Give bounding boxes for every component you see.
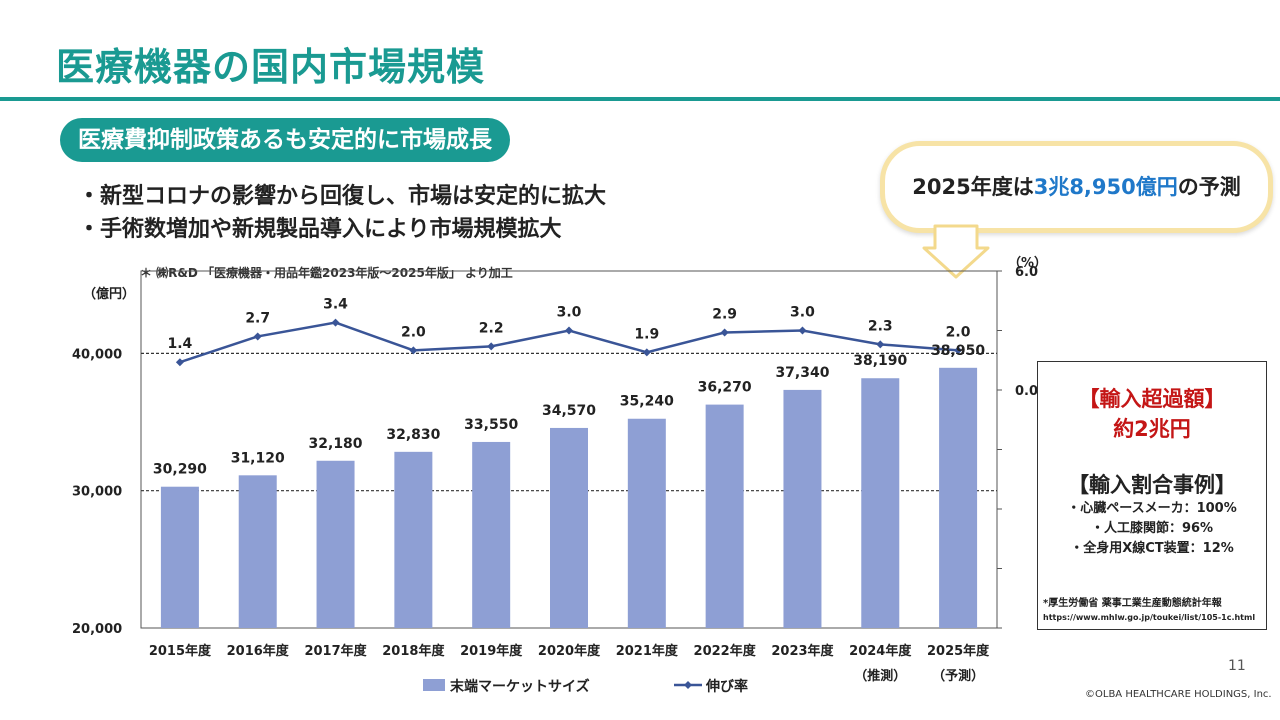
right-axis-tick-label: 6.0 — [1015, 265, 1038, 280]
import-source-text: *厚生労働省 薬事工業生産動態統計年報 — [1043, 598, 1222, 609]
growth-rate-label: 2.9 — [712, 306, 737, 322]
growth-rate-point — [720, 328, 729, 337]
source-note: ＊ ㈱R&D 「医療機器・用品年鑑2023年版～2025年版」 より加工 — [140, 266, 513, 280]
growth-rate-label: 3.4 — [323, 297, 348, 313]
right-axis-unit: （%） — [1008, 255, 1047, 271]
bar — [939, 367, 978, 628]
x-axis-label: 2025年度 — [927, 643, 990, 659]
callout-prefix: 2025年度は — [912, 175, 1034, 199]
growth-rate-label: 1.9 — [634, 326, 659, 342]
import-info-box: 【輸入超過額】 約2兆円 【輸入割合事例】 ・心臓ペースメーカ：100% ・人工… — [1037, 361, 1267, 630]
growth-rate-point — [331, 318, 340, 327]
growth-rate-label: 2.0 — [946, 324, 971, 340]
copyright: ©OLBA HEALTHCARE HOLDINGS, Inc. — [1085, 689, 1272, 700]
down-arrow-icon — [922, 224, 990, 279]
bar-value-label: 32,830 — [386, 427, 440, 443]
growth-rate-point — [409, 346, 418, 355]
bar-value-label: 34,570 — [542, 403, 596, 419]
import-source-note: *厚生労働省 薬事工業生産動態統計年報 https://www.mhlw.go.… — [1043, 597, 1255, 625]
left-axis-tick-label: 40,000 — [72, 347, 122, 362]
x-axis-label: 2020年度 — [538, 643, 601, 659]
bar — [783, 389, 822, 628]
import-example: ・心臓ペースメーカ：100% — [1067, 501, 1237, 516]
bar — [394, 451, 433, 628]
legend-bar-swatch — [423, 679, 445, 691]
bar-value-label: 38,190 — [853, 353, 907, 369]
growth-rate-label: 1.4 — [168, 336, 193, 352]
bar — [160, 486, 199, 628]
growth-rate-label: 3.0 — [557, 305, 582, 321]
x-axis-label: 2023年度 — [771, 643, 834, 659]
growth-rate-label: 2.7 — [245, 310, 270, 326]
import-excess-value: 約2兆円 — [1113, 417, 1191, 441]
callout-suffix: の予測 — [1177, 175, 1241, 199]
x-axis-label: 2015年度 — [149, 643, 212, 659]
legend-bar-label: 末端マーケットサイズ — [450, 678, 590, 695]
bar — [472, 441, 511, 628]
bar-value-label: 31,120 — [231, 450, 285, 466]
import-examples-title: 【輸入割合事例】 — [1068, 473, 1236, 497]
page-title: 医療機器の国内市場規模 — [56, 45, 486, 89]
growth-rate-point — [175, 358, 184, 367]
left-axis-tick-label: 30,000 — [72, 485, 122, 500]
x-axis-label: 2019年度 — [460, 643, 523, 659]
import-example: ・人工膝関節：96% — [1090, 521, 1214, 536]
callout-highlight: 3兆8,950億円 — [1033, 175, 1178, 199]
growth-rate-label: 2.0 — [401, 324, 426, 340]
bar-value-label: 36,270 — [698, 380, 752, 396]
growth-rate-point — [798, 326, 807, 335]
bullet-item: ・手術数増加や新規製品導入により市場規模拡大 — [78, 217, 562, 242]
x-axis-label: 2022年度 — [694, 643, 757, 659]
growth-rate-point — [487, 342, 496, 351]
x-axis-note: （推測） — [854, 668, 906, 684]
growth-rate-point — [642, 348, 651, 357]
bar-value-label: 35,240 — [620, 394, 674, 410]
legend-line-marker — [684, 681, 692, 689]
bar — [550, 427, 588, 628]
bar — [861, 378, 900, 628]
title-divider — [0, 97, 1280, 101]
x-axis-label: 2017年度 — [304, 643, 367, 659]
bar-value-label: 33,550 — [464, 417, 518, 433]
x-axis-label: 2016年度 — [227, 643, 290, 659]
left-axis-tick-label: 20,000 — [72, 622, 122, 637]
growth-rate-label: 2.2 — [479, 320, 504, 336]
page-number: 11 — [1228, 658, 1246, 674]
growth-rate-point — [876, 340, 885, 349]
bar — [627, 418, 666, 628]
x-axis-label: 2024年度 — [849, 643, 912, 659]
x-axis-note: （予測） — [932, 668, 984, 684]
bar-value-label: 30,290 — [153, 462, 207, 478]
growth-rate-label: 3.0 — [790, 305, 815, 321]
bar — [705, 404, 744, 628]
bar — [316, 460, 355, 628]
bar — [238, 475, 277, 628]
growth-rate-label: 2.3 — [868, 318, 893, 334]
bullet-item: ・新型コロナの影響から回復し、市場は安定的に拡大 — [78, 184, 607, 209]
x-axis-label: 2018年度 — [382, 643, 445, 659]
import-excess-label: 【輸入超過額】 — [1078, 387, 1226, 411]
bar-value-label: 37,340 — [775, 365, 829, 381]
bar-value-label: 38,950 — [931, 343, 985, 359]
forecast-callout: 2025年度は3兆8,950億円の予測 — [880, 141, 1273, 233]
x-axis-label: 2021年度 — [616, 643, 679, 659]
bar-value-label: 32,180 — [309, 436, 363, 452]
left-axis-unit: （億円） — [83, 286, 135, 302]
import-source-url: https://www.mhlw.go.jp/toukei/list/105-1… — [1043, 613, 1256, 622]
growth-rate-point — [253, 332, 262, 341]
legend-line-label: 伸び率 — [705, 678, 748, 695]
growth-rate-point — [954, 346, 963, 355]
right-axis-tick-label: 0.0 — [1015, 384, 1038, 399]
growth-rate-point — [565, 326, 573, 335]
subtitle-pill: 医療費抑制政策あるも安定的に市場成長 — [60, 118, 510, 162]
bullet-list: ・新型コロナの影響から回復し、市場は安定的に拡大 ・手術数増加や新規製品導入によ… — [78, 180, 606, 246]
import-example: ・全身用X線CT装置：12% — [1070, 541, 1234, 556]
